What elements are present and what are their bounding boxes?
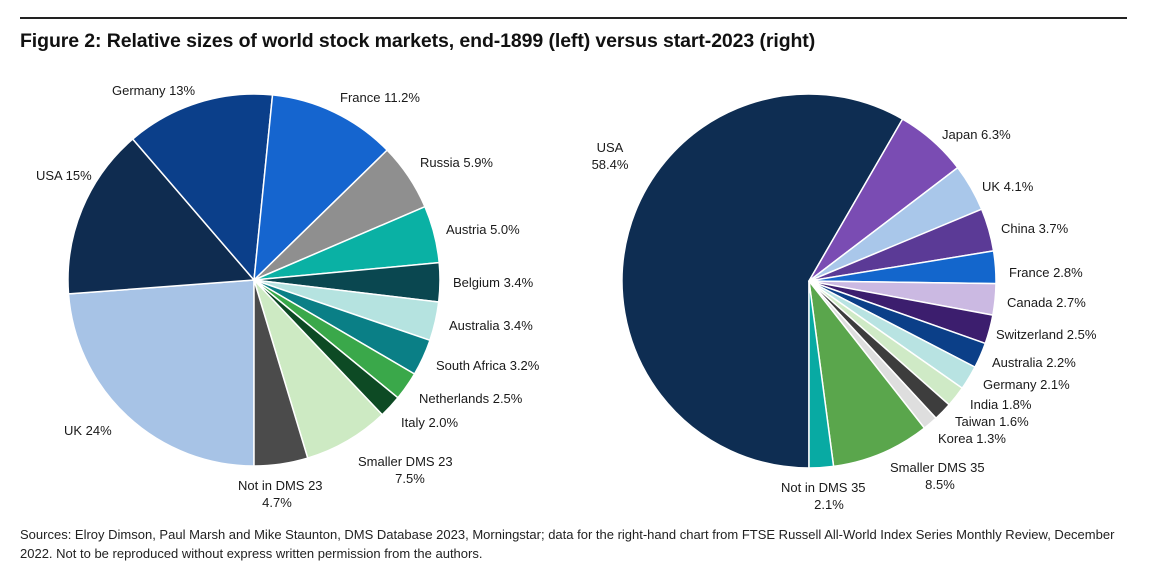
sources-note: Sources: Elroy Dimson, Paul Marsh and Mi… [20, 527, 1115, 561]
pie-slice-uk [67, 279, 255, 467]
pie-chart-1899: UK 24% USA 15% Germany 13% France 11.2% Russ… [36, 83, 540, 510]
pie-slice-france [253, 94, 388, 281]
slice-label-belgium: Belgium 3.4% [453, 275, 534, 290]
slice-label-russia: Russia 5.9% [420, 155, 493, 170]
slice-label-canada: Canada 2.7% [1007, 295, 1086, 310]
slice-label-not-in-dms-35: Not in DMS 35 [781, 480, 866, 495]
slice-label-china: China 3.7% [1001, 221, 1069, 236]
slice-label-smaller-dms-35-value: 8.5% [925, 477, 955, 492]
slice-label-france: France 11.2% [340, 90, 420, 105]
pie-chart-2023: USA 58.4% Japan 6.3% UK 4.1% China 3.7% Franc… [592, 93, 1097, 512]
slice-label-netherlands: Netherlands 2.5% [419, 391, 523, 406]
slice-label-italy: Italy 2.0% [401, 415, 459, 430]
slice-label-france: France 2.8% [1009, 265, 1083, 280]
slice-label-usa: USA 15% [36, 168, 92, 183]
slice-label-india: India 1.8% [970, 397, 1032, 412]
slice-label-south-africa: South Africa 3.2% [436, 358, 540, 373]
slice-label-australia: Australia 2.2% [992, 355, 1076, 370]
slice-label-not-in-dms-35-value: 2.1% [814, 497, 844, 512]
slice-label-switzerland: Switzerland 2.5% [996, 327, 1097, 342]
figure-title: Figure 2: Relative sizes of world stock … [20, 30, 816, 52]
slice-label-germany: Germany 13% [112, 83, 196, 98]
pie-slice-not-in-dms-35 [808, 280, 835, 469]
pie-slice-usa [67, 138, 255, 295]
slice-label-austria: Austria 5.0% [446, 222, 520, 237]
slice-label-taiwan: Taiwan 1.6% [955, 414, 1029, 429]
slice-label-usa-value: 58.4% [592, 157, 629, 172]
pie-slice-not-in-dms-23 [253, 279, 309, 467]
pie-slice-usa [621, 93, 904, 469]
slice-label-smaller-dms-23-value: 7.5% [395, 471, 425, 486]
slice-label-not-in-dms-23: Not in DMS 23 [238, 478, 323, 493]
slice-label-usa: USA [597, 140, 624, 155]
slice-label-germany: Germany 2.1% [983, 377, 1070, 392]
slice-label-not-in-dms-23-value: 4.7% [262, 495, 292, 510]
slice-label-smaller-dms-35: Smaller DMS 35 [890, 460, 985, 475]
top-rule [20, 17, 1127, 19]
pie-slice-smaller-dms-35 [808, 280, 926, 468]
slice-label-uk: UK 24% [64, 423, 112, 438]
slice-label-australia: Australia 3.4% [449, 318, 533, 333]
slice-label-japan: Japan 6.3% [942, 127, 1011, 142]
pie-slice-germany [131, 93, 274, 281]
slice-label-uk: UK 4.1% [982, 179, 1034, 194]
slice-label-smaller-dms-23: Smaller DMS 23 [358, 454, 453, 469]
slice-label-korea: Korea 1.3% [938, 431, 1006, 446]
